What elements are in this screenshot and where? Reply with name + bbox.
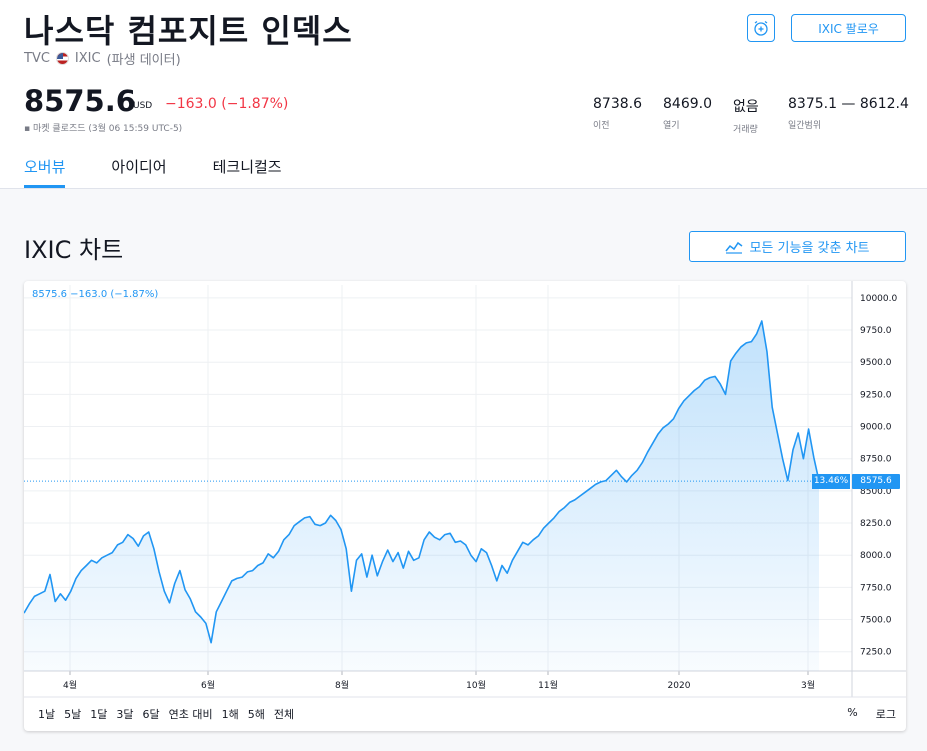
y-tick-label: 9250.0 [860, 390, 892, 400]
y-tick-label: 8750.0 [860, 455, 892, 465]
stat-label: 거래량 [733, 125, 758, 135]
range-selector: 1날 5날 1달 3달 6달 연초 대비 1해 5해 전체 [38, 706, 303, 722]
x-tick-label: 4월 [63, 679, 77, 691]
stat-label: 이전 [593, 121, 610, 131]
scale-toggles: % 로그 [847, 706, 896, 722]
tab-overview[interactable]: 오버뷰 [24, 156, 66, 188]
range-all[interactable]: 전체 [273, 708, 295, 721]
currency-label: USD [133, 101, 153, 111]
x-tick-label: 2020 [668, 681, 691, 691]
chart-line-icon [725, 241, 743, 254]
x-tick-label: 10월 [466, 679, 486, 691]
range-5y[interactable]: 5해 [247, 708, 265, 721]
y-tick-label: 8250.0 [860, 519, 892, 529]
full-chart-button[interactable]: 모든 기능을 갖춘 차트 [689, 231, 906, 262]
stat-value: 8738.6 [593, 96, 642, 112]
y-tick-label: 7500.0 [860, 616, 892, 626]
y-tick-label: 7750.0 [860, 583, 892, 593]
range-1d[interactable]: 1날 [38, 708, 56, 721]
last-price: 8575.6 [24, 84, 136, 118]
stat-value: 8375.1 — 8612.4 [788, 96, 909, 112]
chart-section-title: IXIC 차트 [24, 236, 124, 264]
y-tick-label: 9750.0 [860, 326, 892, 336]
tab-bar: 오버뷰 아이디어 테크니컬즈 [24, 156, 328, 188]
y-tick-label: 10000.0 [860, 294, 897, 304]
stat-label: 열기 [663, 121, 680, 131]
stat-volume: 없음 거래량 [733, 96, 759, 135]
tab-technicals[interactable]: 테크니컬즈 [212, 158, 282, 176]
symbol-info: TVC IXIC (파생 데이터) [24, 49, 181, 68]
chart-legend: 8575.6 −163.0 (−1.87%) [32, 289, 159, 300]
range-3m[interactable]: 3달 [116, 708, 134, 721]
symbol-label: IXIC [74, 51, 101, 66]
range-5d[interactable]: 5날 [64, 708, 82, 721]
quote-header: 나스닥 컴포지트 인덱스 TVC IXIC (파생 데이터) IXIC 팔로우 … [0, 0, 927, 189]
y-tick-label: 8000.0 [860, 551, 892, 561]
market-status: ▪ 마켓 클로즈드 (3월 06 15:59 UTC-5) [24, 124, 183, 134]
price-chart[interactable]: 7250.0 7500.0 7750.0 8000.0 8250.0 8500.0 8750… [24, 281, 906, 731]
chart-card: 7250.0 7500.0 7750.0 8000.0 8250.0 8500.0 8750… [24, 281, 906, 731]
page-title: 나스닥 컴포지트 인덱스 [24, 12, 353, 50]
alarm-button[interactable] [747, 14, 775, 42]
percent-scale-button[interactable]: % [847, 706, 858, 719]
stat-previous-close: 8738.6 이전 [593, 96, 642, 131]
range-1y[interactable]: 1해 [221, 708, 239, 721]
log-scale-button[interactable]: 로그 [875, 708, 896, 721]
source-label: TVC [24, 51, 50, 66]
price-area-fill [24, 321, 819, 671]
stat-value: 없음 [733, 99, 759, 115]
percent-change-tag: 13.46% [812, 473, 850, 489]
stat-label: 일간범위 [788, 121, 822, 131]
us-flag-icon [55, 52, 69, 65]
alarm-clock-plus-icon [754, 20, 768, 36]
range-1m[interactable]: 1달 [90, 708, 108, 721]
y-tick-label: 9000.0 [860, 423, 892, 433]
price-line [24, 320, 820, 644]
tab-ideas[interactable]: 아이디어 [111, 158, 167, 176]
range-ytd[interactable]: 연초 대비 [168, 708, 213, 721]
stat-value: 8469.0 [663, 96, 712, 112]
x-tick-label: 3월 [801, 679, 815, 691]
x-tick-label: 6월 [201, 679, 215, 691]
stat-open: 8469.0 열기 [663, 96, 712, 131]
stat-day-range: 8375.1 — 8612.4 일간범위 [788, 96, 909, 131]
y-tick-label: 9500.0 [860, 358, 892, 368]
price-change: −163.0 (−1.87%) [165, 96, 289, 112]
full-chart-label: 모든 기능을 갖춘 차트 [749, 241, 870, 256]
last-price-tag: 8575.6 [852, 473, 900, 489]
x-tick-label: 8월 [335, 679, 349, 691]
range-6m[interactable]: 6달 [142, 708, 160, 721]
x-tick-label: 11월 [538, 679, 558, 691]
y-tick-label: 8500.0 [860, 487, 892, 497]
data-type-label: (파생 데이터) [106, 53, 181, 68]
follow-button[interactable]: IXIC 팔로우 [791, 14, 906, 42]
y-tick-label: 7250.0 [860, 648, 892, 658]
